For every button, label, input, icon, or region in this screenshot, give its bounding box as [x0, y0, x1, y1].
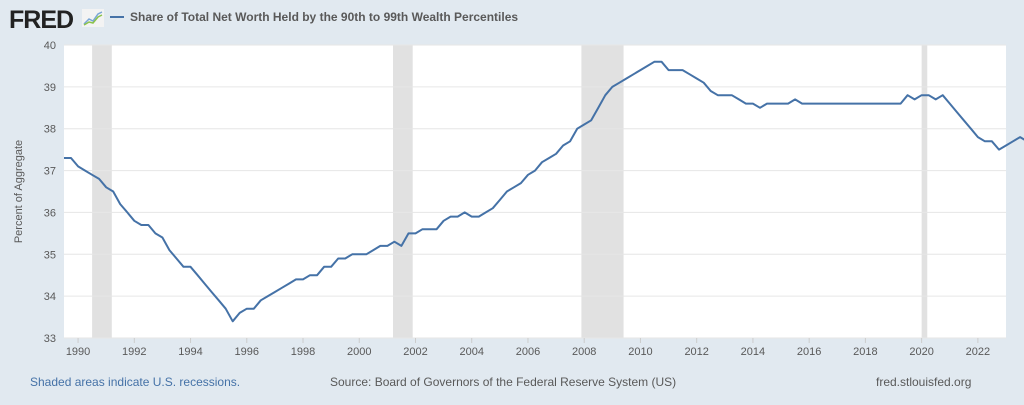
y-tick-label: 36	[44, 207, 56, 219]
legend-swatch	[110, 16, 124, 18]
y-tick-label: 39	[44, 82, 56, 94]
x-tick-label: 1994	[178, 346, 202, 358]
y-tick-label: 37	[44, 166, 56, 178]
chart-legend: Share of Total Net Worth Held by the 90t…	[110, 10, 518, 24]
recession-note: Shaded areas indicate U.S. recessions.	[30, 375, 241, 389]
recession-band	[92, 45, 112, 338]
x-tick-label: 2006	[516, 346, 540, 358]
x-tick-label: 2016	[797, 346, 821, 358]
x-tick-label: 2002	[403, 346, 427, 358]
recession-band	[581, 45, 624, 338]
fred-logo[interactable]: FRED	[9, 6, 74, 34]
x-tick-label: 2012	[684, 346, 708, 358]
series-line	[64, 60, 1024, 323]
x-tick-label: 2022	[966, 346, 990, 358]
y-tick-label: 38	[44, 124, 56, 136]
x-tick-label: 1998	[291, 346, 315, 358]
y-tick-label: 34	[44, 291, 56, 303]
x-tick-label: 1992	[122, 346, 146, 358]
y-tick-label: 33	[44, 333, 56, 345]
y-tick-label: 40	[44, 40, 56, 52]
site-link[interactable]: fred.stlouisfed.org	[876, 375, 972, 389]
x-tick-label: 2014	[741, 346, 765, 358]
recession-band	[921, 45, 928, 338]
x-tick-label: 2020	[909, 346, 933, 358]
x-tick-label: 1990	[66, 346, 90, 358]
x-tick-label: 1996	[235, 346, 259, 358]
x-tick-label: 2004	[459, 346, 483, 358]
y-tick-label: 35	[44, 249, 56, 261]
recession-band	[392, 45, 413, 338]
y-axis-label: Percent of Aggregate	[13, 140, 25, 243]
fred-logo-chart-icon	[82, 9, 104, 27]
x-tick-label: 2018	[853, 346, 877, 358]
source-note: Source: Board of Governors of the Federa…	[330, 375, 677, 389]
plot-area	[64, 45, 1006, 338]
x-tick-label: 2010	[628, 346, 652, 358]
x-tick-label: 2000	[347, 346, 371, 358]
x-tick-label: 2008	[572, 346, 596, 358]
chart-title: Share of Total Net Worth Held by the 90t…	[130, 10, 519, 24]
